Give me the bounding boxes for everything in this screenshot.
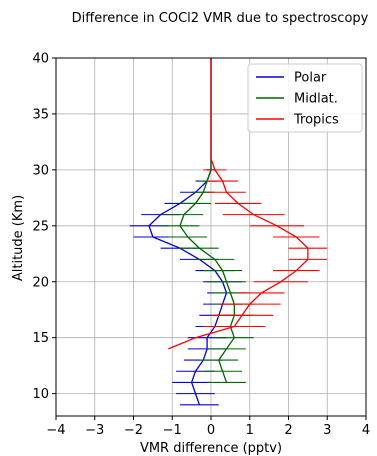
y-tick-label: 15 <box>32 331 49 346</box>
x-tick-label: −1 <box>163 423 182 438</box>
series-line <box>168 58 309 350</box>
legend-label: Tropics <box>293 113 339 128</box>
y-tick-label: 25 <box>32 219 49 234</box>
chart-title: Difference in COCl2 VMR due to spectrosc… <box>72 11 369 26</box>
legend-box <box>247 63 363 133</box>
x-tick-label: 4 <box>362 423 370 438</box>
x-tick-label: −2 <box>124 423 143 438</box>
x-axis-label: VMR difference (pptv) <box>140 441 282 456</box>
x-tick-label: −4 <box>46 423 65 438</box>
x-tick-label: 3 <box>323 423 331 438</box>
x-tick-label: 1 <box>246 423 254 438</box>
series-layer <box>129 58 328 406</box>
x-tick-label: −3 <box>85 423 104 438</box>
legend-label: Polar <box>294 71 327 86</box>
series-tropics <box>168 58 328 350</box>
x-tick-label: 0 <box>207 423 215 438</box>
y-tick-label: 40 <box>32 52 49 67</box>
legend: Polar Midlat. Tropics <box>247 63 363 133</box>
y-tick-label: 20 <box>32 275 49 290</box>
y-tick-label: 30 <box>32 163 49 178</box>
ticks: −4 −3 −2 −1 0 1 2 3 4 10 15 20 25 30 35 40 <box>32 52 370 439</box>
y-tick-label: 10 <box>32 387 49 402</box>
y-tick-label: 35 <box>32 107 49 122</box>
x-tick-label: 2 <box>284 423 292 438</box>
y-axis-label: Altitude (Km) <box>11 195 26 281</box>
legend-label: Midlat. <box>294 92 338 107</box>
series-line <box>148 58 228 406</box>
series-polar <box>129 58 246 406</box>
